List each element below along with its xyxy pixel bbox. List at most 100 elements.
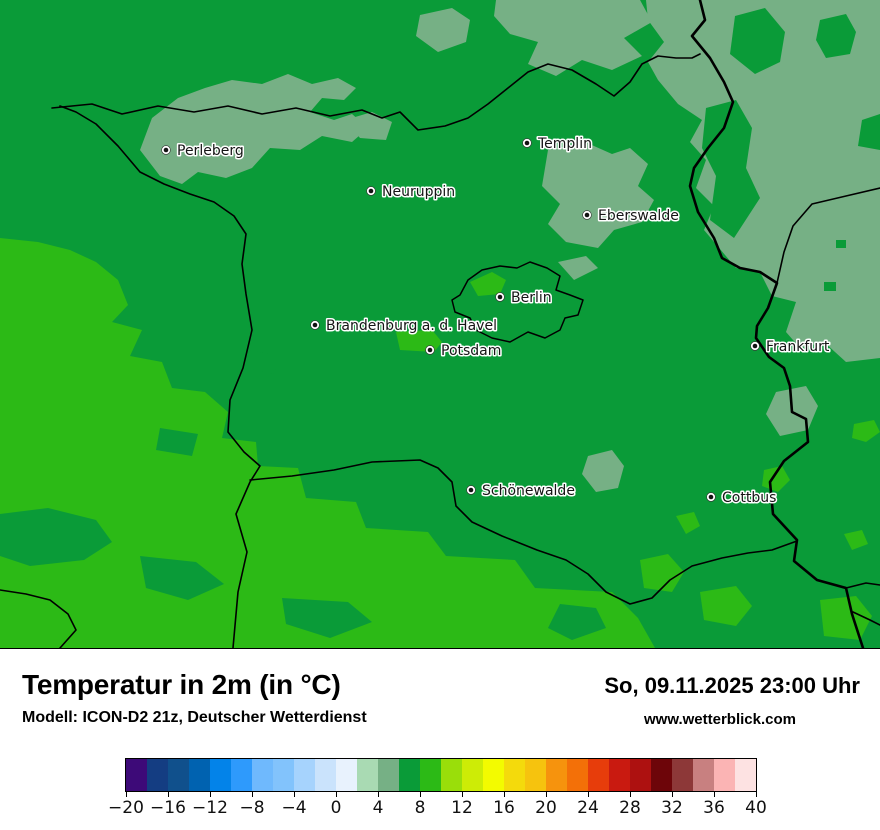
colorbar-cell	[714, 759, 735, 791]
colorbar-tick-label: 40	[745, 798, 767, 818]
base-patch-east-2	[816, 14, 856, 58]
colorbar-cell	[462, 759, 483, 791]
border-bottom-right-1	[845, 582, 880, 589]
map-regions-base-patches-sw	[0, 350, 606, 640]
colorbar-tickmark	[714, 792, 715, 797]
colorbar-cell	[588, 759, 609, 791]
colorbar-cell	[693, 759, 714, 791]
base-patch-sw-5	[246, 350, 280, 374]
colorbar-tick-label: −4	[281, 798, 307, 818]
colorbar-tickmark	[672, 792, 673, 797]
city-marker: Schönewalde	[466, 482, 576, 501]
city-label: Neuruppin	[382, 184, 455, 200]
border-bottom-right-2	[852, 611, 880, 626]
cool-region-small-3	[558, 256, 598, 280]
colorbar-tick-label: 32	[661, 798, 683, 818]
base-patch-sw-1	[0, 508, 112, 566]
colorbar-cell	[525, 759, 546, 791]
city-label: Potsdam	[441, 343, 501, 359]
base-patch-sw-2	[140, 556, 224, 600]
border-poland	[688, 0, 865, 648]
city-marker: Cottbus	[706, 489, 778, 508]
city-dot	[708, 494, 714, 500]
colorbar-cell	[273, 759, 294, 791]
city-marker: Frankfurt	[750, 338, 831, 357]
colorbar-tick-label: −16	[150, 798, 186, 818]
map-svg: Perleberg Templin Neuruppin Eberswalde Berli…	[0, 0, 880, 648]
colorbar-cell	[672, 759, 693, 791]
city-label: Cottbus	[722, 490, 776, 506]
colorbar-tickmark	[294, 792, 295, 797]
city-label: Perleberg	[177, 143, 244, 159]
cool-region-east	[646, 0, 880, 362]
colorbar-cell	[231, 759, 252, 791]
base-patch-east-snake	[702, 100, 760, 238]
city-marker: Eberswalde	[582, 207, 680, 226]
map-regions-base-patches-east	[702, 8, 880, 343]
border-berlin-outline	[451, 261, 584, 343]
cool-region-eberswalde	[542, 142, 654, 248]
colorbar-tick-label: 16	[493, 798, 515, 818]
city-label: Templin	[537, 136, 592, 152]
colorbar-tick-label: −20	[108, 798, 144, 818]
city-label: Schönewalde	[482, 483, 575, 499]
city-label: Brandenburg a. d. Havel	[326, 318, 497, 334]
colorbar-cell	[630, 759, 651, 791]
city-markers-layer: Perleberg Templin Neuruppin Eberswalde Berli…	[161, 135, 831, 508]
colorbar-cell	[168, 759, 189, 791]
city-dot	[584, 212, 590, 218]
colorbar-tick-label: 8	[414, 798, 426, 818]
base-patch-east-1	[730, 8, 785, 74]
city-dot	[752, 343, 758, 349]
colorbar-tickmark	[420, 792, 421, 797]
colorbar-cells	[125, 758, 757, 792]
colorbar-tickmark	[630, 792, 631, 797]
border-bottom-left	[0, 589, 77, 648]
base-patch-east-4	[750, 275, 760, 284]
cool-region-schoenewalde-ne	[582, 450, 624, 492]
map-regions-warm	[0, 238, 880, 648]
border-west-state	[59, 105, 261, 648]
base-patch-sw-6	[548, 604, 606, 640]
colorbar-tick-label: −8	[239, 798, 265, 818]
city-label: Frankfurt	[766, 339, 830, 355]
border-lines	[0, 0, 880, 648]
colorbar-tick-label: −12	[192, 798, 228, 818]
colorbar-cell	[651, 759, 672, 791]
cool-region-north-band	[140, 74, 368, 184]
city-dot	[497, 294, 503, 300]
colorbar-tickmark	[588, 792, 589, 797]
colorbar-tickmark	[210, 792, 211, 797]
warm-region-southwest	[0, 238, 655, 648]
city-dot	[524, 140, 530, 146]
colorbar-cell	[357, 759, 378, 791]
city-dot	[312, 322, 318, 328]
model-info: Modell: ICON-D2 21z, Deutscher Wetterdie…	[22, 709, 367, 726]
temperature-colorbar: −20 −16 −12 −8 −4 0 4 8 12 16 20 24 28 32 36 40	[108, 758, 767, 822]
colorbar-cell	[210, 759, 231, 791]
colorbar-tickmark	[378, 792, 379, 797]
colorbar-cell	[399, 759, 420, 791]
border-south-state	[249, 459, 798, 605]
colorbar-cell	[735, 759, 756, 791]
colorbar-cell	[609, 759, 630, 791]
colorbar-cell	[336, 759, 357, 791]
warm-patch-small-4	[852, 420, 880, 442]
warm-patch-small-3	[844, 530, 868, 550]
warm-patch-bottom-1	[640, 554, 684, 592]
city-marker: Brandenburg a. d. Havel	[310, 317, 498, 336]
city-marker: Perleberg	[161, 142, 245, 161]
city-marker: Neuruppin	[366, 183, 457, 202]
colorbar-cell	[483, 759, 504, 791]
colorbar-tick-label: 0	[330, 798, 342, 818]
city-marker: Potsdam	[425, 342, 503, 361]
colorbar-tickmark	[252, 792, 253, 797]
city-label: Berlin	[511, 290, 552, 306]
cool-region-top-middle	[494, 0, 652, 76]
city-dot	[427, 347, 433, 353]
colorbar-tick-label: 12	[451, 798, 473, 818]
colorbar-cell	[504, 759, 525, 791]
website-url: www.wetterblick.com	[644, 711, 796, 728]
city-label: Eberswalde	[598, 208, 679, 224]
colorbar-tick-label: 36	[703, 798, 725, 818]
